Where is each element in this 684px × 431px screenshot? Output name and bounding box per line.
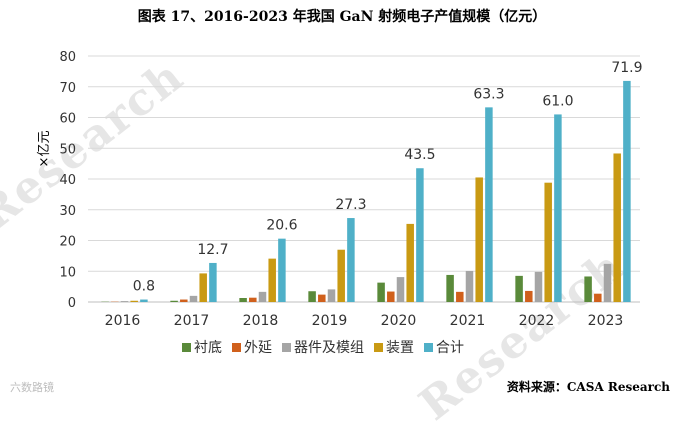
- bar-合计-2023: [623, 81, 631, 302]
- y-tick-label: 10: [59, 265, 76, 280]
- bar-合计-2016: [140, 300, 148, 302]
- x-tick-label: 2019: [312, 313, 348, 329]
- bar-衬底-2023: [584, 276, 592, 302]
- bar-合计-2019: [347, 218, 355, 302]
- bar-装置-2017: [199, 273, 207, 302]
- legend-label: 外延: [244, 340, 272, 356]
- bar-器件及模组-2020: [397, 277, 405, 302]
- bar-外延-2022: [525, 291, 533, 302]
- x-tick-label: 2021: [450, 313, 486, 329]
- legend-label: 合计: [436, 340, 464, 356]
- legend-label: 装置: [386, 340, 414, 356]
- bar-合计-2021: [485, 107, 493, 302]
- bar-装置-2020: [406, 224, 414, 302]
- bar-衬底-2020: [377, 283, 385, 302]
- x-tick-label: 2020: [381, 313, 417, 329]
- data-label-total: 0.8: [133, 279, 155, 295]
- bar-合计-2020: [416, 168, 424, 302]
- x-tick-label: 2023: [588, 313, 624, 329]
- legend-swatch-衬底: [182, 343, 191, 352]
- bar-器件及模组-2022: [535, 272, 543, 302]
- bar-器件及模组-2019: [328, 289, 336, 302]
- bar-衬底-2019: [308, 291, 316, 302]
- bar-外延-2018: [249, 298, 256, 302]
- bar-器件及模组-2021: [466, 271, 474, 302]
- y-tick-label: 0: [68, 296, 76, 311]
- data-label-total: 12.7: [197, 242, 228, 258]
- y-tick-label: 20: [59, 235, 76, 250]
- bar-装置-2018: [268, 259, 276, 302]
- legend-swatch-外延: [232, 343, 241, 352]
- x-tick-label: 2017: [174, 313, 210, 329]
- bar-外延-2021: [456, 292, 464, 302]
- legend-swatch-器件及模组: [282, 343, 291, 352]
- legend-label: 衬底: [194, 340, 222, 356]
- data-label-total: 43.5: [404, 147, 435, 163]
- bar-外延-2017: [180, 300, 188, 302]
- bar-衬底-2022: [515, 276, 523, 302]
- bar-衬底-2018: [239, 298, 247, 302]
- bar-外延-2023: [594, 294, 602, 302]
- bar-装置-2022: [544, 183, 552, 302]
- data-label-total: 61.0: [542, 93, 573, 109]
- bar-合计-2022: [554, 114, 562, 302]
- bar-器件及模组-2018: [259, 292, 267, 302]
- bar-衬底-2021: [446, 275, 454, 302]
- bar-衬底-2017: [170, 301, 178, 302]
- source-note: 资料来源：CASA Research: [507, 378, 670, 395]
- x-tick-label: 2018: [243, 313, 279, 329]
- data-label-total: 20.6: [266, 218, 297, 234]
- bar-器件及模组-2016: [121, 301, 129, 302]
- bar-装置-2019: [337, 250, 345, 302]
- chart-svg: 0 10 20 30 40 50 60 70 80 ×亿元 0.8 2016 12.7 2017 20.6 2…: [0, 0, 684, 403]
- bar-装置-2016: [130, 301, 138, 302]
- data-label-total: 71.9: [611, 60, 642, 76]
- x-tick-label: 2022: [519, 313, 555, 329]
- bar-外延-2020: [387, 292, 395, 302]
- y-tick-label: 70: [59, 81, 76, 96]
- data-label-total: 63.3: [473, 86, 504, 102]
- bar-器件及模组-2023: [604, 264, 612, 302]
- bar-装置-2021: [475, 177, 483, 302]
- y-tick-label: 60: [59, 112, 76, 127]
- y-axis-label: ×亿元: [37, 131, 52, 168]
- y-tick-label: 80: [59, 50, 76, 65]
- bar-外延-2019: [318, 295, 326, 302]
- legend-label: 器件及模组: [294, 340, 364, 356]
- legend-swatch-装置: [374, 343, 383, 352]
- y-tick-label: 40: [59, 173, 76, 188]
- data-label-total: 27.3: [335, 197, 366, 213]
- y-tick-label: 50: [59, 142, 76, 157]
- bar-装置-2023: [613, 153, 621, 302]
- y-tick-label: 30: [59, 204, 76, 219]
- bar-器件及模组-2017: [190, 296, 198, 302]
- bar-合计-2018: [278, 239, 286, 302]
- x-tick-label: 2016: [105, 313, 141, 329]
- legend-swatch-合计: [424, 343, 433, 352]
- bar-合计-2017: [209, 263, 217, 302]
- brand-logo-text: 六数路镜: [10, 379, 54, 395]
